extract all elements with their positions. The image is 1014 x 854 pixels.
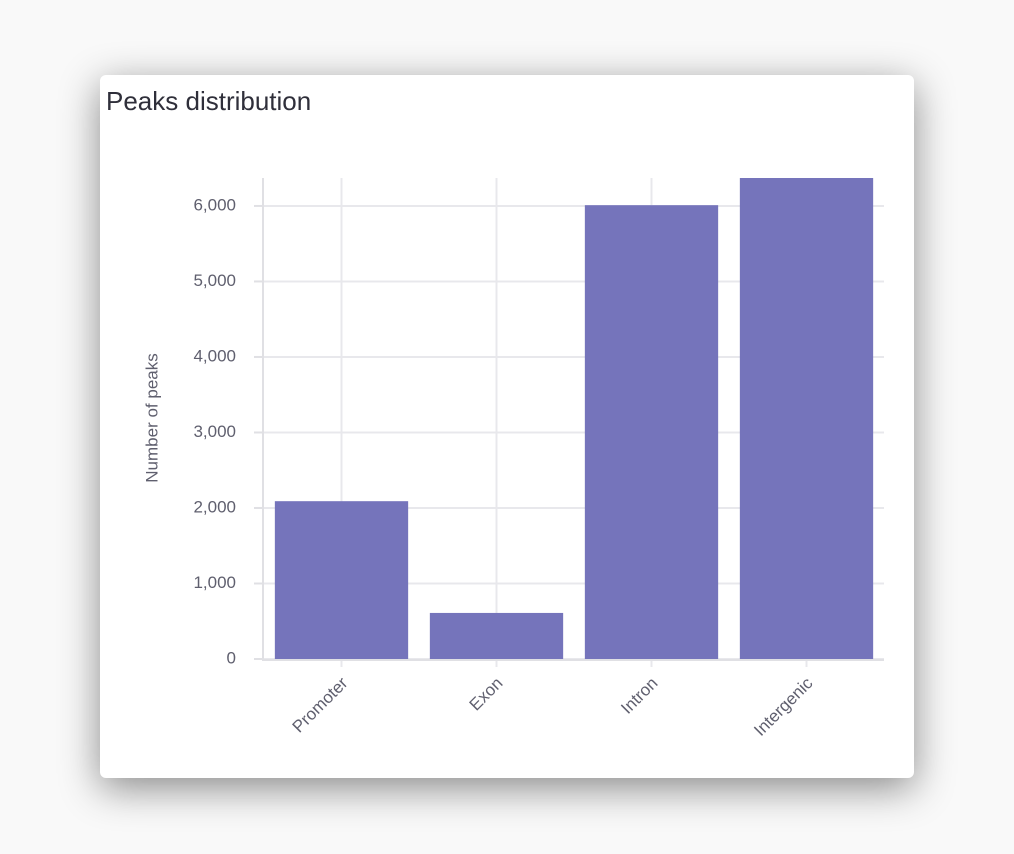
bar [429,612,564,659]
y-tick-label: 5,000 [193,271,236,290]
bar [274,501,409,659]
x-tick-label: Exon [466,674,507,715]
y-tick-label: 6,000 [193,195,236,214]
chart-title: Peaks distribution [106,86,311,116]
x-tick-label: Promoter [289,673,352,736]
y-tick-label: 1,000 [193,573,236,592]
bar [584,205,719,660]
y-tick-label: 2,000 [193,497,236,516]
y-axis-label: Number of peaks [142,353,161,482]
y-tick-label: 3,000 [193,422,236,441]
y-tick-label: 4,000 [193,346,236,365]
y-tick-label: 0 [227,648,236,667]
bar [739,178,874,659]
x-tick-label: Intergenic [750,673,817,740]
x-tick-label: Intron [617,674,661,718]
